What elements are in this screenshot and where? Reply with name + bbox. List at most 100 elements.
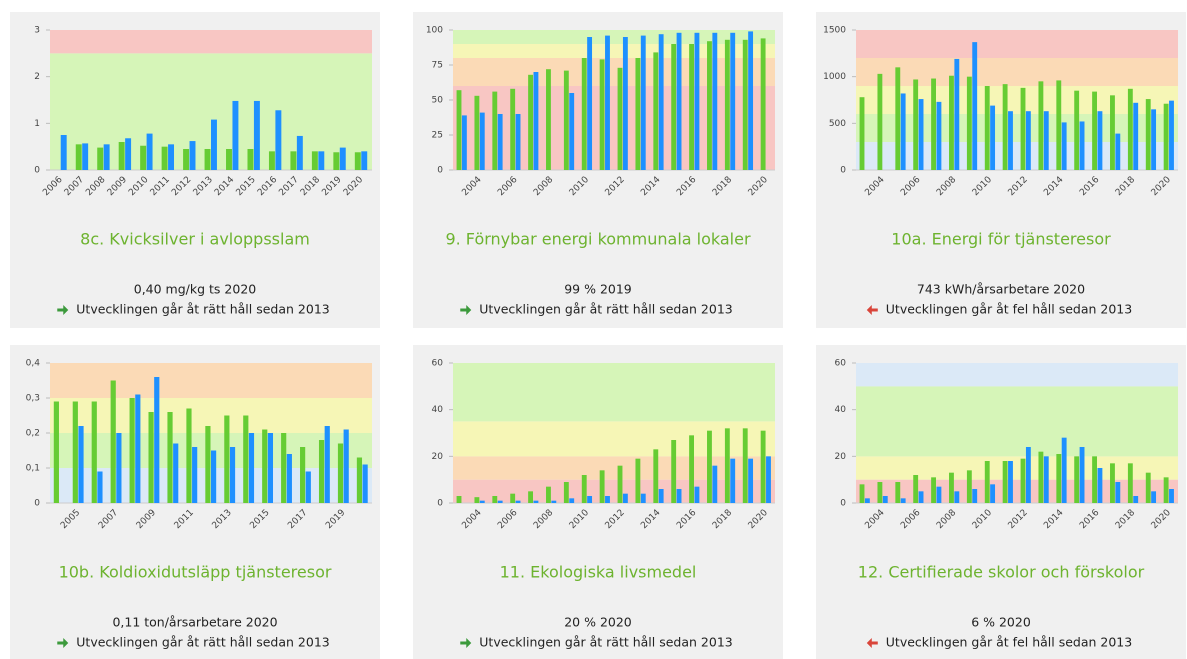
bar: [1163, 477, 1169, 503]
bar: [676, 489, 682, 503]
bar: [859, 484, 865, 503]
bar: [456, 90, 462, 170]
bar: [337, 443, 344, 503]
bar: [658, 489, 664, 503]
bar: [1133, 102, 1139, 170]
bar: [247, 149, 254, 170]
bar: [1061, 122, 1067, 170]
bar: [140, 145, 147, 170]
bar: [587, 37, 593, 170]
bar: [949, 472, 954, 503]
bar: [676, 32, 682, 170]
bar: [461, 115, 467, 170]
bar: [205, 426, 211, 503]
bar: [990, 105, 996, 170]
bar: [267, 433, 274, 503]
bar: [1110, 95, 1115, 170]
bar: [581, 475, 587, 503]
bar: [931, 78, 936, 170]
bar: [984, 461, 990, 503]
bar: [300, 447, 306, 503]
bar: [290, 151, 297, 170]
bar: [1002, 461, 1008, 503]
bar: [724, 39, 730, 170]
bar: [97, 471, 103, 503]
bar: [1056, 80, 1062, 170]
y-tick-label: 0: [840, 499, 846, 509]
bar: [1110, 463, 1115, 503]
bar: [1025, 111, 1031, 170]
bar: [161, 146, 168, 170]
bar: [116, 433, 122, 503]
trend-text: Utvecklingen går åt rätt håll sedan 2013: [76, 302, 329, 317]
bar: [972, 489, 978, 503]
bar: [361, 151, 368, 170]
bar: [1115, 133, 1121, 170]
bar: [766, 456, 771, 503]
bar: [248, 433, 255, 503]
bar: [1169, 489, 1174, 503]
bar: [1151, 491, 1157, 503]
trend-text: Utvecklingen går åt fel håll sedan 2013: [886, 302, 1132, 317]
bar: [204, 149, 211, 170]
bar: [712, 465, 718, 503]
band: [856, 142, 1178, 170]
bar: [1151, 109, 1157, 170]
bar: [671, 44, 677, 170]
bar: [966, 76, 972, 170]
bar: [859, 97, 865, 170]
bar: [966, 470, 972, 503]
trend-arrow: [866, 638, 878, 648]
bar: [1145, 472, 1151, 503]
bar: [479, 112, 485, 170]
bar: [913, 79, 919, 170]
bar: [262, 429, 268, 503]
bar: [97, 147, 104, 170]
bar: [622, 493, 628, 503]
band: [50, 398, 372, 433]
bar: [984, 86, 990, 170]
bar: [954, 491, 960, 503]
bar: [707, 430, 712, 503]
y-tick-label: 40: [835, 405, 847, 415]
bar: [569, 93, 575, 170]
card-title: 8c. Kvicksilver i avloppsslam: [80, 230, 310, 249]
band: [453, 86, 775, 170]
bar: [474, 95, 480, 170]
bar: [129, 398, 135, 503]
bar: [605, 35, 610, 170]
bar: [232, 100, 239, 170]
bar: [253, 100, 260, 170]
bar: [91, 401, 97, 503]
bar: [479, 500, 485, 503]
bar: [354, 152, 361, 170]
bar: [343, 429, 349, 503]
bar: [1002, 84, 1008, 170]
bar: [492, 496, 498, 503]
bar: [936, 101, 942, 170]
bar: [617, 465, 623, 503]
bar: [528, 491, 533, 503]
bar: [296, 135, 303, 170]
bar: [563, 482, 569, 503]
bar: [895, 67, 901, 170]
trend-arrow: [460, 305, 472, 315]
bar: [75, 144, 82, 170]
value-text: 0,40 mg/kg ts 2020: [134, 282, 257, 297]
bar: [474, 497, 480, 503]
band: [856, 58, 1178, 86]
bar: [954, 58, 960, 170]
bar: [1145, 99, 1151, 170]
bar: [742, 428, 748, 503]
bar: [1008, 111, 1013, 170]
value-text: 99 % 2019: [564, 282, 632, 297]
band: [50, 30, 372, 54]
bar: [1020, 87, 1026, 170]
bar: [211, 119, 217, 170]
bar: [581, 58, 587, 170]
bar: [760, 38, 766, 171]
trend-text: Utvecklingen går åt rätt håll sedan 2013: [76, 635, 329, 650]
bar: [154, 377, 160, 503]
band: [856, 114, 1178, 142]
y-tick-label: 0: [437, 499, 443, 509]
